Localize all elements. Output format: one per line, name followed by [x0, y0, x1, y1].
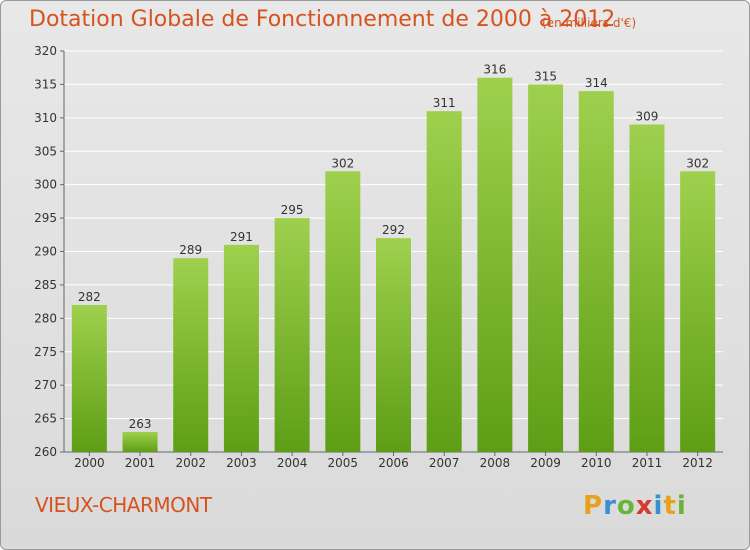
bar [629, 124, 665, 453]
chart-title: Dotation Globale de Fonctionnement de 20… [29, 7, 616, 32]
bar [122, 431, 158, 452]
bar [477, 77, 513, 452]
bar [71, 304, 107, 452]
y-tick-label: 285 [34, 278, 57, 292]
bar [578, 91, 614, 452]
x-tick-label: 2000 [74, 456, 105, 470]
x-tick-label: 2003 [226, 456, 257, 470]
data-label: 292 [382, 223, 405, 237]
y-tick-label: 275 [34, 345, 57, 359]
bar [376, 238, 411, 452]
y-tick-label: 295 [34, 211, 57, 225]
logo-letter: o [616, 491, 636, 521]
x-tick-label: 2010 [581, 456, 612, 470]
bar [173, 258, 209, 452]
data-label: 291 [230, 230, 253, 244]
bar [223, 244, 259, 452]
data-label: 302 [686, 156, 709, 170]
y-tick-label: 305 [34, 144, 57, 158]
x-tick-label: 2004 [277, 456, 308, 470]
logo-letter: r [603, 491, 617, 521]
y-tick-label: 260 [34, 445, 57, 459]
x-tick-label: 2011 [632, 456, 663, 470]
x-tick-label: 2005 [328, 456, 359, 470]
y-tick-label: 315 [34, 77, 57, 91]
y-tick-label: 280 [34, 311, 57, 325]
data-label: 315 [534, 69, 557, 83]
y-tick-label: 310 [34, 111, 57, 125]
x-tick-label: 2002 [175, 456, 206, 470]
data-label: 309 [636, 110, 659, 124]
data-label: 295 [281, 203, 304, 217]
y-tick-label: 270 [34, 378, 57, 392]
proxiti-logo[interactable]: Proxiti [583, 491, 687, 521]
bar [528, 84, 564, 453]
data-label: 263 [129, 417, 152, 431]
logo-letter: t [663, 491, 677, 521]
x-tick-label: 2012 [682, 456, 713, 470]
bar [325, 171, 361, 453]
data-label: 289 [179, 243, 202, 257]
bar [680, 171, 716, 453]
x-tick-label: 2006 [378, 456, 409, 470]
data-label: 282 [78, 290, 101, 304]
x-tick-label: 2008 [480, 456, 511, 470]
y-tick-label: 320 [34, 44, 57, 58]
x-tick-label: 2007 [429, 456, 460, 470]
data-label: 311 [433, 96, 456, 110]
commune-name: VIEUX-CHARMONT [35, 493, 212, 517]
x-tick-label: 2009 [530, 456, 561, 470]
x-tick-label: 2001 [125, 456, 156, 470]
chart-subtitle: (en milliers d'€) [542, 16, 637, 30]
y-tick-label: 300 [34, 178, 57, 192]
logo-letter: P [583, 491, 604, 521]
y-tick-label: 265 [34, 412, 57, 426]
bar [426, 111, 462, 453]
logo-letter: x [635, 491, 654, 521]
data-label: 302 [331, 156, 354, 170]
bar [274, 218, 310, 452]
logo-letter: i [676, 491, 687, 521]
logo-letter: i [653, 491, 664, 521]
data-label: 314 [585, 76, 608, 90]
data-label: 316 [483, 63, 506, 77]
y-tick-label: 290 [34, 245, 57, 259]
